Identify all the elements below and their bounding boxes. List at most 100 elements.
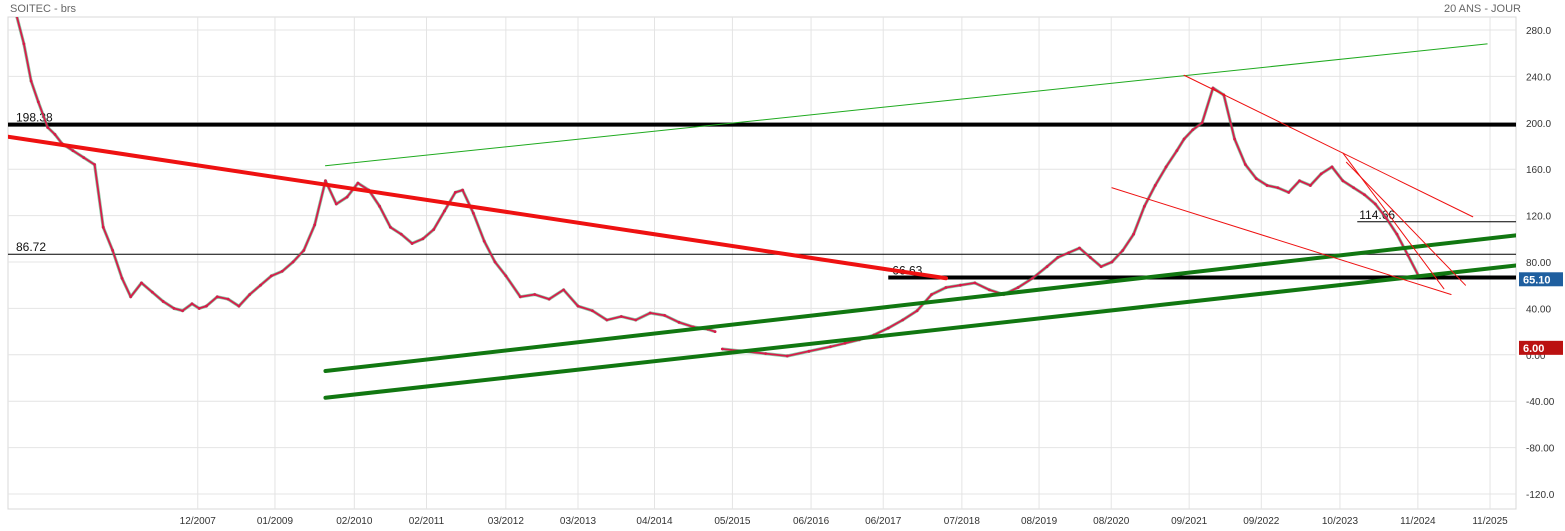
trendline [8,134,948,281]
price-point [1078,246,1081,250]
x-tick-label: 05/2015 [714,516,751,527]
price-point [843,341,847,345]
chart-title: SOITEC - brs [10,3,77,15]
price-point [1143,204,1146,208]
x-tick-label: 11/2025 [1472,516,1508,527]
price-point [1132,232,1135,236]
x-tick-label: 12/2007 [180,516,217,527]
price-point [410,242,414,245]
price-point [22,42,26,46]
price-point [36,100,40,104]
trendline [1345,161,1466,286]
price-point [886,326,890,330]
x-tick-label: 11/2024 [1400,516,1436,527]
price-point [226,297,230,301]
price-point [648,311,652,315]
price-badge-label: 6.00 [1523,343,1544,355]
y-tick-label: 200.0 [1526,119,1551,130]
x-tick-label: 01/2009 [257,516,294,527]
price-point [915,309,919,313]
x-tick-label: 03/2013 [560,516,597,527]
price-point [150,290,154,294]
price-point [389,225,392,229]
price-point [1265,184,1269,187]
price-point [1182,137,1186,141]
price-point [1200,121,1204,125]
price-point [378,204,381,208]
price-point [82,156,86,160]
price-point [7,5,10,8]
price-point [1341,179,1345,183]
price-point [46,126,50,129]
price-point [482,239,486,243]
price-point [1352,186,1356,190]
price-point [280,269,284,273]
price-point [1153,184,1157,187]
price-point [1319,172,1323,176]
y-tick-label: 160.0 [1526,165,1551,176]
price-point [720,347,724,351]
price-point [302,249,306,252]
price-point [259,283,262,287]
price-point [345,195,349,199]
price-point [901,318,905,322]
price-point [504,274,508,278]
x-tick-label: 09/2022 [1243,516,1280,527]
price-point [1067,251,1071,255]
price-point [663,313,666,317]
price-point [1298,179,1301,183]
price-point [356,181,360,185]
price-point [53,133,57,136]
price-point [493,260,497,264]
price-point [591,309,594,313]
chart-period: 20 ANS - JOUR [1443,3,1521,15]
price-point [829,345,832,349]
price-point [291,260,295,264]
y-tick-label: 280.0 [1526,26,1551,37]
price-point [197,307,201,310]
y-tick-label: 80.00 [1526,258,1551,269]
price-point [1110,260,1114,264]
price-point [1031,276,1034,280]
price-point [172,307,176,310]
price-badge [1519,272,1563,287]
price-point [677,320,681,324]
level-label: 114.66 [1359,208,1395,222]
price-point [161,300,165,303]
price-series-group [7,5,1516,400]
price-point [1191,128,1195,132]
price-point [634,318,638,322]
price-point [1244,163,1247,166]
x-tick-label: 03/2012 [488,516,525,527]
x-tick-label: 04/2014 [636,516,673,527]
x-tick-label: 09/2021 [1171,516,1208,527]
price-point [807,349,811,353]
price-point [432,228,436,231]
price-point [71,149,75,153]
price-point [461,188,464,192]
y-tick-label: 120.0 [1526,212,1551,223]
price-point [248,293,252,296]
price-point [215,295,219,299]
price-point [547,297,551,301]
price-point [140,281,143,285]
price-point [1056,255,1060,259]
price-point [29,79,33,83]
price-point [471,211,475,215]
price-point [973,281,977,285]
price-point [181,309,185,313]
price-point [605,318,609,322]
y-tick-label: 40.00 [1526,304,1551,315]
price-point [1287,191,1291,194]
trendline [1183,74,1474,218]
price-point [1088,255,1092,259]
price-point [1016,286,1020,289]
price-point [129,295,133,299]
price-point [111,249,115,252]
price-point [15,17,18,18]
price-series [16,17,716,333]
price-point [1395,232,1399,236]
price-point [421,237,425,241]
price-point [324,179,327,183]
